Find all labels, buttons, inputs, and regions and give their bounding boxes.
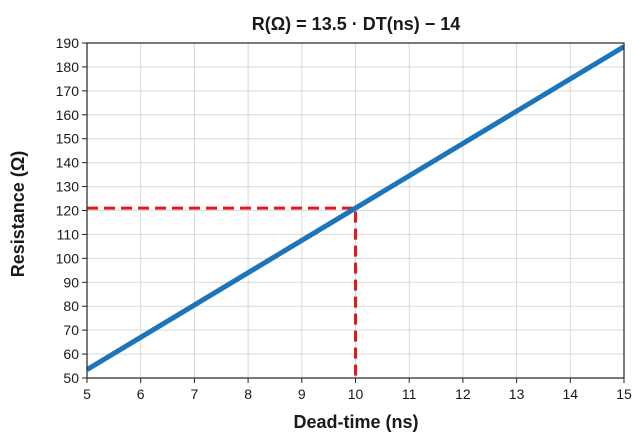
y-tick-label: 140 bbox=[56, 155, 80, 171]
x-tick-label: 10 bbox=[348, 386, 364, 402]
y-tick-label: 80 bbox=[63, 298, 79, 314]
x-tick-label: 5 bbox=[83, 386, 91, 402]
y-tick-label: 90 bbox=[63, 274, 79, 290]
y-tick-label: 180 bbox=[56, 59, 80, 75]
reference-lines bbox=[87, 206, 357, 378]
x-tick-label: 11 bbox=[402, 386, 417, 402]
y-tick-label: 190 bbox=[56, 35, 80, 51]
y-tick-label: 100 bbox=[56, 250, 80, 266]
reference-line bbox=[87, 206, 357, 378]
series-line bbox=[87, 44, 624, 372]
x-tick-label: 14 bbox=[563, 386, 579, 402]
x-tick-label: 7 bbox=[191, 386, 199, 402]
x-tick-label: 15 bbox=[616, 386, 632, 402]
x-axis-ticks: 5 6 7 8 9 10 11 12 13 14 15 bbox=[83, 378, 632, 402]
x-axis-label: Dead-time (ns) bbox=[293, 412, 418, 432]
y-tick-label: 110 bbox=[57, 226, 80, 242]
y-tick-label: 170 bbox=[56, 83, 80, 99]
x-tick-label: 9 bbox=[298, 386, 306, 402]
y-tick-label: 50 bbox=[63, 370, 79, 386]
y-tick-label: 70 bbox=[63, 322, 79, 338]
data-series bbox=[87, 44, 624, 372]
x-tick-label: 8 bbox=[244, 386, 252, 402]
y-axis-ticks: 50 60 70 80 90 100 110 120 130 140 150 160 170 180 190 bbox=[56, 35, 87, 386]
y-tick-label: 60 bbox=[63, 346, 79, 362]
x-tick-label: 13 bbox=[509, 386, 525, 402]
y-axis-label: Resistance (Ω) bbox=[8, 151, 28, 277]
chart-title: R(Ω) = 13.5 · DT(ns) − 14 bbox=[252, 14, 461, 34]
x-tick-label: 12 bbox=[455, 386, 471, 402]
y-tick-label: 120 bbox=[56, 203, 80, 219]
y-tick-label: 130 bbox=[56, 179, 80, 195]
x-tick-label: 6 bbox=[137, 386, 145, 402]
y-tick-label: 160 bbox=[56, 107, 80, 123]
y-tick-label: 150 bbox=[56, 131, 80, 147]
